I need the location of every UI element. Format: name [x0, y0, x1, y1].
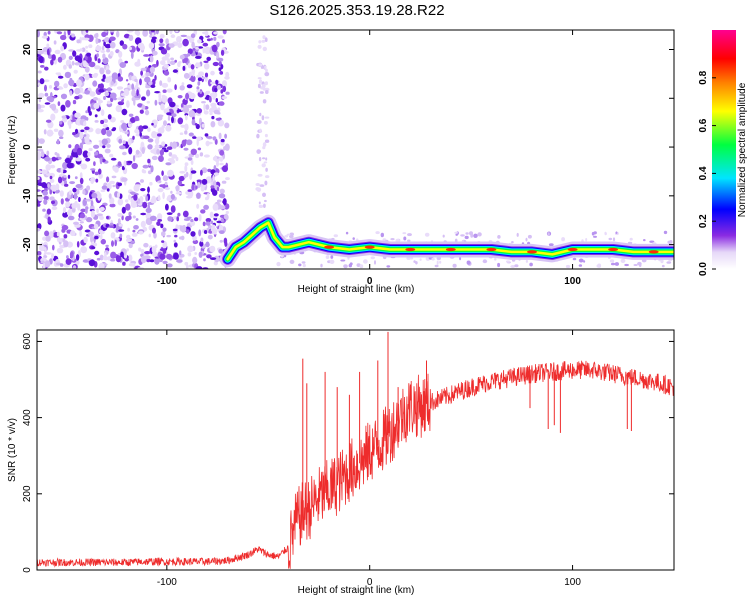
noise-speckle-layer [37, 30, 674, 269]
figure-title: S126.2025.353.19.28.R22 [269, 2, 444, 19]
colorbar-tick-label: 0.4 [698, 166, 709, 180]
snr-line [37, 331, 674, 569]
snr-y-ticks: 0 200 400 600 [22, 333, 674, 573]
x-tick-label: 0 [367, 577, 373, 588]
y-tick-label: 0 [22, 144, 33, 150]
snr-frame [36, 329, 675, 571]
y-tick-label: 600 [22, 333, 33, 350]
colorbar-gradient [712, 30, 736, 269]
x-tick-label: 100 [564, 577, 581, 588]
y-tick-label: 20 [22, 44, 33, 56]
snr-panel: -100 0 100 0 200 400 600 Height of straight l… [7, 329, 675, 596]
x-tick-label: 100 [564, 276, 581, 287]
x-tick-label: 0 [367, 276, 373, 287]
colorbar-label: Normalized spectral amplitude [737, 82, 748, 217]
colorbar-tick-label: 0.0 [698, 262, 709, 276]
spectrogram-y-ticks: -20 -10 0 10 20 [22, 44, 674, 252]
colorbar-tick-label: 0.2 [698, 214, 709, 228]
colorbar-tick-label: 0.8 [698, 70, 709, 84]
colorbar: 0.0 0.2 0.4 0.6 0.8 Normalized spectral ampl… [698, 30, 748, 276]
snr-x-ticks: -100 0 100 [157, 330, 581, 588]
y-tick-label: 0 [22, 567, 33, 573]
snr-series-line [37, 360, 674, 569]
snr-x-label: Height of straight line (km) [298, 585, 415, 596]
x-tick-label: -100 [157, 577, 177, 588]
spectrogram-y-label: Frequency (Hz) [7, 116, 18, 185]
snr-y-label: SNR (10 * v/v) [7, 418, 18, 482]
x-tick-label: -100 [157, 276, 177, 287]
spectrogram-x-label: Height of straight line (km) [298, 284, 415, 295]
spectrogram-frame [36, 29, 675, 270]
y-tick-label: 400 [22, 409, 33, 426]
colorbar-ticks: 0.0 0.2 0.4 0.6 0.8 [698, 70, 716, 276]
carrier-track [219, 214, 674, 268]
y-tick-label: 200 [22, 485, 33, 502]
spectrogram-x-ticks: -100 0 100 [157, 30, 581, 287]
y-tick-label: -20 [22, 237, 33, 252]
colorbar-tick-label: 0.6 [698, 118, 709, 132]
y-tick-label: 10 [22, 92, 33, 104]
y-tick-label: -10 [22, 188, 33, 203]
